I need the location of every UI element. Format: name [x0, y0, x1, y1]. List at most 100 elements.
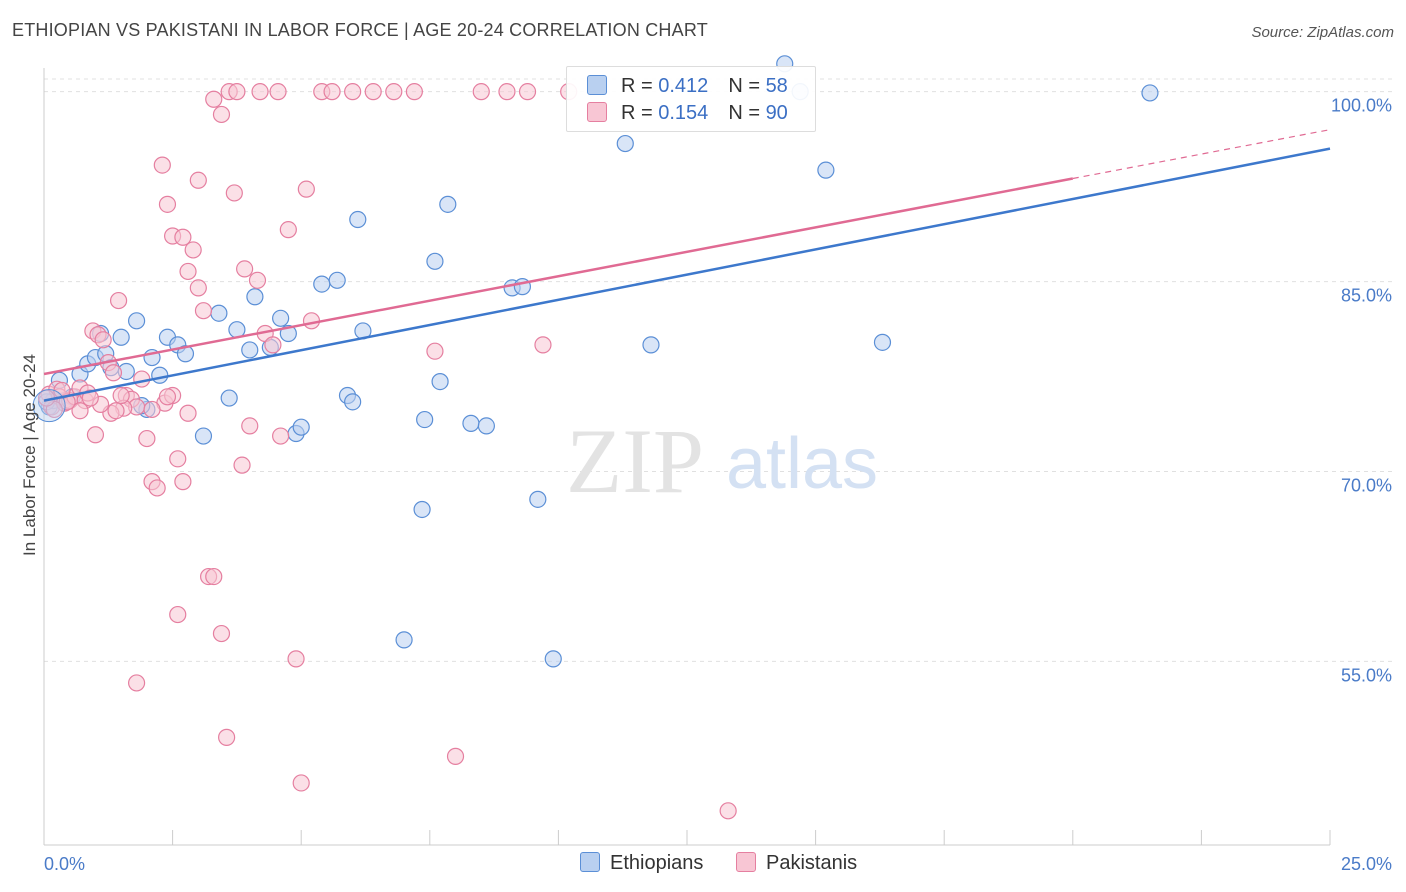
pakistanis-trend-line-extension	[1072, 129, 1331, 180]
ethiopians-legend-swatch	[580, 852, 600, 872]
ethiopians-legend-label: Ethiopians	[610, 852, 704, 874]
ethiopians-point	[272, 309, 290, 327]
pakistanis-point	[169, 605, 187, 624]
pakistanis-point	[287, 650, 305, 668]
pakistanis-point	[498, 83, 516, 101]
y-tick-label: 100.0%	[1331, 96, 1392, 116]
y-axis-label: In Labor Force | Age 20-24	[20, 354, 39, 556]
axes	[43, 68, 1331, 846]
pakistanis-point	[148, 479, 166, 497]
y-tick-label: 70.0%	[1341, 475, 1392, 495]
pakistanis-point	[269, 83, 287, 101]
ethiopians-point	[462, 414, 480, 432]
grid-lines	[44, 78, 1392, 662]
pakistanis-point	[297, 180, 315, 198]
correlation-legend: R = 0.412 N = 58 R = 0.154 N = 90	[566, 66, 816, 132]
pakistanis-point	[189, 279, 207, 297]
pakistanis-point	[158, 388, 177, 406]
watermark: ZIP atlas	[566, 410, 878, 512]
pakistanis-r-value: 0.154	[658, 102, 709, 124]
y-tick-label: 85.0%	[1341, 286, 1392, 306]
x-tick-label-min: 0.0%	[44, 854, 85, 874]
y-tick-label: 55.0%	[1341, 665, 1392, 685]
series-legend-ethiopians[interactable]: Ethiopians	[580, 852, 703, 875]
pakistanis-point	[174, 228, 192, 246]
pakistanis-point	[292, 774, 310, 792]
pakistanis-point	[94, 331, 112, 349]
pakistanis-point	[71, 402, 89, 420]
series-legend-pakistanis[interactable]: Pakistanis	[736, 852, 857, 875]
pakistanis-point	[251, 83, 269, 101]
pakistanis-point	[179, 262, 197, 281]
ethiopians-point	[616, 134, 634, 153]
ethiopians-point	[246, 288, 264, 306]
pakistanis-point	[426, 342, 444, 360]
ethiopians-point	[292, 418, 310, 436]
pakistanis-point	[218, 728, 236, 746]
pakistanis-point	[86, 426, 105, 444]
ethiopians-point	[112, 328, 130, 346]
pakistanis-point	[212, 624, 231, 643]
pakistanis-point	[385, 83, 403, 101]
ethiopians-point	[176, 345, 195, 363]
pakistanis-point	[719, 802, 737, 820]
watermark-zip: ZIP	[566, 410, 704, 512]
ethiopians-point	[127, 312, 146, 330]
pakistanis-point	[364, 83, 382, 101]
ethiopians-point	[1141, 84, 1159, 102]
ethiopians-point	[439, 195, 457, 213]
ethiopians-point	[328, 271, 346, 289]
ethiopians-n-value: 58	[765, 75, 788, 97]
pakistanis-point	[174, 473, 192, 491]
watermark-atlas: atlas	[726, 424, 878, 504]
pakistanis-n-value: 90	[765, 102, 788, 124]
pakistanis-point	[133, 370, 151, 388]
ethiopians-trend-line	[43, 147, 1331, 402]
pakistanis-point	[205, 90, 223, 108]
legend-row-pakistanis: R = 0.154 N = 90	[587, 102, 788, 126]
pakistanis-point	[534, 336, 552, 354]
pakistanis-point	[236, 260, 254, 278]
pakistanis-point	[405, 83, 423, 101]
pakistanis-point	[272, 427, 290, 445]
ethiopians-swatch	[587, 75, 607, 95]
pakistanis-point	[104, 364, 123, 382]
n-label: N =	[728, 75, 760, 97]
ethiopians-point	[873, 333, 892, 351]
x-tick-labels: 0.0% 25.0%	[44, 854, 1392, 874]
pakistanis-point	[248, 271, 267, 289]
pakistanis-point	[225, 184, 243, 202]
ethiopians-r-value: 0.412	[658, 75, 709, 97]
pakistanis-legend-swatch	[736, 852, 756, 872]
pakistanis-point	[158, 195, 177, 213]
pakistanis-point	[472, 83, 490, 101]
pakistanis-point	[189, 171, 207, 189]
ethiopians-point	[426, 252, 444, 270]
ethiopians-point	[194, 427, 213, 445]
pakistanis-point	[184, 241, 202, 259]
pakistanis-point	[241, 417, 259, 435]
pakistanis-point	[228, 83, 246, 101]
pakistanis-point	[212, 105, 231, 124]
r-label: R =	[621, 75, 653, 97]
pakistanis-point	[179, 404, 197, 422]
pakistanis-point	[107, 402, 125, 420]
pakistanis-point	[138, 429, 156, 448]
ethiopians-point	[413, 500, 431, 519]
ethiopians-point	[529, 490, 547, 508]
pakistanis-point	[153, 156, 171, 174]
data-points	[32, 55, 1159, 820]
ethiopians-point	[241, 341, 259, 359]
ethiopians-point	[544, 650, 562, 668]
source-label: Source: ZipAtlas.com	[1251, 24, 1394, 41]
legend-row-ethiopians: R = 0.412 N = 58	[587, 75, 788, 99]
n-label: N =	[728, 102, 760, 124]
r-label: R =	[621, 102, 653, 124]
chart-title: ETHIOPIAN VS PAKISTANI IN LABOR FORCE | …	[12, 20, 708, 40]
ethiopians-point	[477, 417, 495, 435]
ethiopians-point	[344, 393, 362, 411]
pakistanis-point	[205, 567, 223, 586]
pakistanis-point	[109, 291, 128, 310]
pakistanis-point	[81, 389, 99, 407]
